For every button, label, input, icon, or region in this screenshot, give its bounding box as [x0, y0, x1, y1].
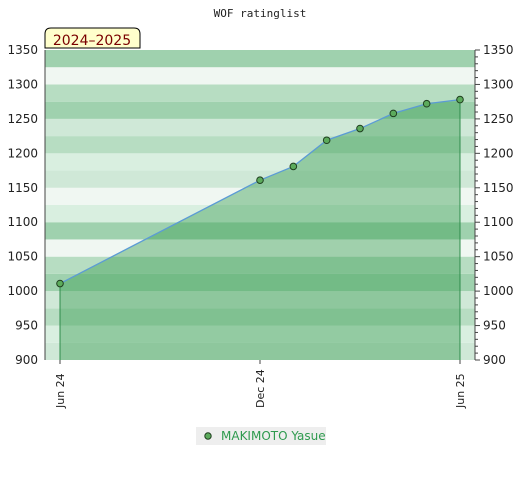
- background-band: [45, 187, 475, 205]
- background-band: [45, 67, 475, 85]
- data-point: [289, 162, 298, 171]
- y-tick-label-right: 1300: [483, 77, 514, 91]
- rating-line: [59, 98, 461, 285]
- y-tick-label-right: 950: [483, 319, 506, 333]
- y-tick-label-right: 1200: [483, 146, 514, 160]
- y-tick-label-left: 1350: [7, 43, 38, 57]
- season-label: 2024–2025: [53, 33, 131, 49]
- data-markers: [56, 95, 464, 288]
- background-band: [45, 308, 475, 326]
- y-tick-label-left: 1300: [7, 77, 38, 91]
- background-band: [45, 101, 475, 119]
- data-point: [456, 95, 464, 104]
- data-point: [422, 99, 431, 108]
- y-tick-label-left: 1150: [7, 181, 38, 195]
- rating-area: [59, 98, 461, 360]
- background-band: [45, 136, 475, 154]
- data-point: [356, 124, 364, 133]
- season-badge-shape: [44, 27, 141, 49]
- background-band: [45, 291, 475, 309]
- rating-area-fill: [60, 99, 460, 360]
- y-axis-left: 900 950 1000 1050 1100 1150 1200 1250 1300 1350: [7, 43, 38, 367]
- y-tick-label-right: 1250: [483, 112, 514, 126]
- data-point: [389, 109, 398, 118]
- season-badge: 2024–2025: [44, 27, 141, 49]
- background-bands: [45, 50, 475, 360]
- x-tick-label: Dec 24: [254, 369, 267, 408]
- y-tick-label-right: 900: [483, 353, 506, 367]
- y-tick-label-left: 1250: [7, 112, 38, 126]
- y-tick-label-left: 1000: [7, 284, 38, 298]
- y-tick-label-right: 1000: [483, 284, 514, 298]
- legend-label: MAKIMOTO Yasue: [221, 429, 326, 443]
- y-tick-label-right: 1150: [483, 181, 514, 195]
- y-tick-label-left: 1050: [7, 250, 38, 264]
- y-axis-right: 900 950 1000 1050 1100 1150 1200 1250 1300 1350: [475, 43, 514, 367]
- y-tick-label-right: 1350: [483, 43, 514, 57]
- y-tick-label-left: 900: [15, 353, 38, 367]
- background-band: [45, 50, 475, 68]
- legend[interactable]: MAKIMOTO Yasue: [196, 427, 326, 445]
- chart-title: WOF ratinglist: [214, 7, 307, 20]
- y-tick-label-left: 1100: [7, 215, 38, 229]
- background-band: [45, 205, 475, 223]
- legend-box: [196, 427, 326, 445]
- data-point: [56, 279, 64, 288]
- x-axis: Jun 24 Dec 24 Jun 25: [54, 360, 467, 409]
- background-band: [45, 153, 475, 171]
- data-point: [256, 176, 264, 184]
- axes: [44, 50, 476, 360]
- x-tick-label: Jun 24: [54, 373, 67, 409]
- y-tick-label-left: 1200: [7, 146, 38, 160]
- background-band: [45, 273, 475, 292]
- x-tick-label: Jun 25: [454, 373, 467, 409]
- background-band: [45, 239, 475, 257]
- y-tick-label-right: 1050: [483, 250, 514, 264]
- data-point: [322, 136, 331, 145]
- background-band: [45, 256, 475, 274]
- background-band: [45, 325, 475, 343]
- background-band: [45, 118, 475, 137]
- y-tick-label-left: 950: [15, 319, 38, 333]
- y-tick-label-right: 1100: [483, 215, 514, 229]
- background-band: [45, 342, 475, 360]
- background-band: [45, 84, 475, 102]
- legend-marker: [204, 432, 212, 440]
